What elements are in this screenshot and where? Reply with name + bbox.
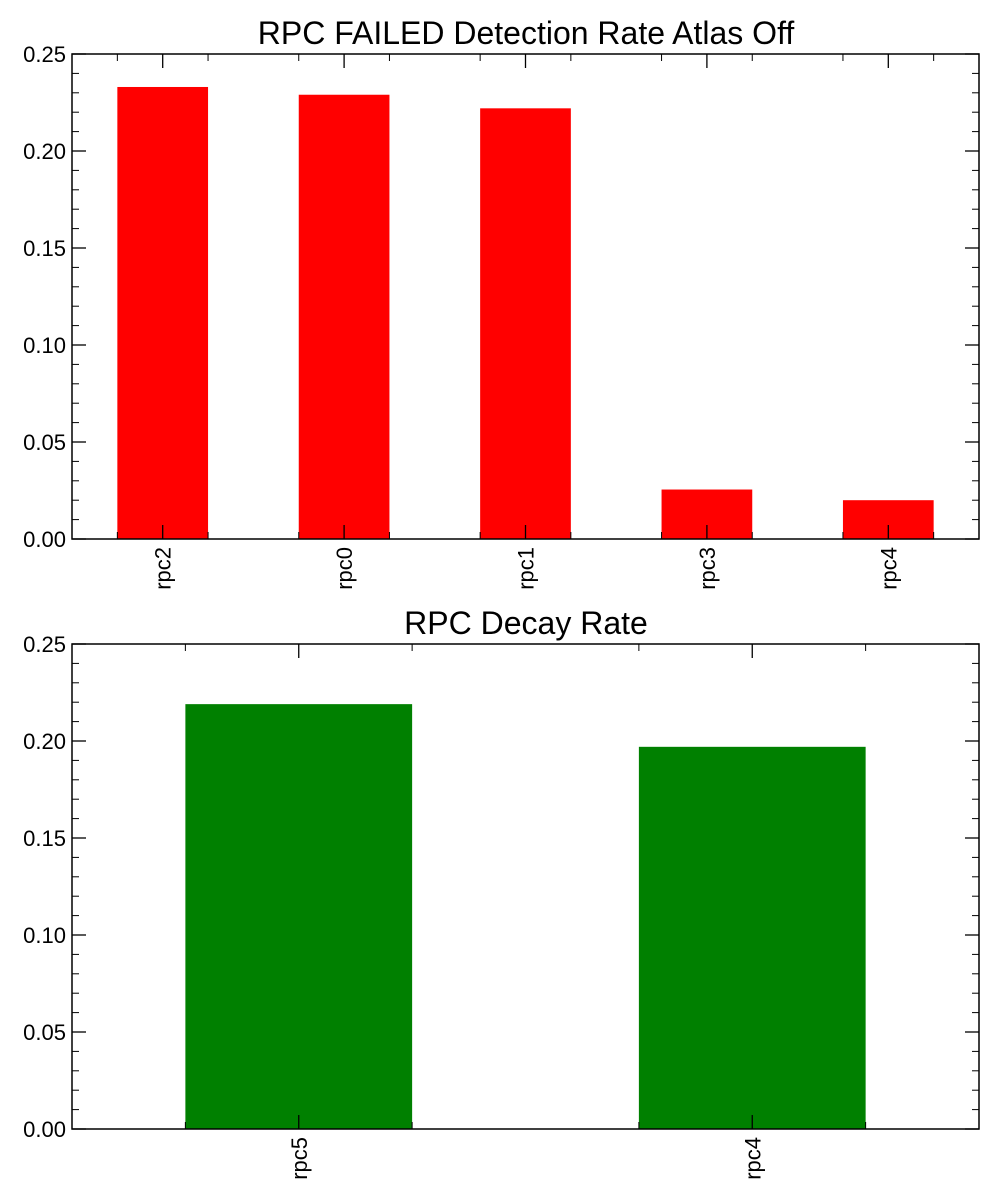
x-tick-label-rpc4: rpc4 xyxy=(876,547,901,590)
x-tick-label-rpc2: rpc2 xyxy=(151,547,176,590)
x-axis: rpc2 rpc0 rpc1 rpc3 rpc4 xyxy=(116,54,935,590)
x-tick-label-rpc5: rpc5 xyxy=(287,1137,312,1180)
y-tick-label: 0.00 xyxy=(23,527,66,552)
bar-rpc4 xyxy=(638,746,866,1129)
x-tick-label-rpc4: rpc4 xyxy=(740,1137,765,1180)
y-tick-label: 0.15 xyxy=(23,826,66,851)
bars-group xyxy=(185,704,866,1129)
plot-frame xyxy=(71,643,980,1130)
bars-group xyxy=(117,86,934,540)
y-tick-label: 0.10 xyxy=(23,923,66,948)
y-tick-label: 0.20 xyxy=(23,139,66,164)
bar-rpc0 xyxy=(298,94,390,540)
y-axis: 0.00 0.05 0.10 0.15 0.20 0.25 xyxy=(23,632,979,1142)
x-tick-label-rpc1: rpc1 xyxy=(514,547,539,590)
chart-title: RPC FAILED Detection Rate Atlas Off xyxy=(258,15,795,51)
y-tick-label: 0.00 xyxy=(23,1117,66,1142)
y-tick-label: 0.15 xyxy=(23,236,66,261)
x-axis: rpc5 rpc4 xyxy=(184,644,867,1180)
bar-rpc2 xyxy=(117,86,209,539)
y-tick-label: 0.25 xyxy=(23,42,66,67)
x-tick-label-rpc3: rpc3 xyxy=(695,547,720,590)
y-tick-label: 0.05 xyxy=(23,1020,66,1045)
failed-detection-rate-chart: RPC FAILED Detection Rate Atlas Off 0.00… xyxy=(23,15,980,590)
y-tick-label: 0.20 xyxy=(23,729,66,754)
bar-rpc1 xyxy=(480,108,571,539)
decay-rate-chart: RPC Decay Rate 0.000.050.100.150.200.25 … xyxy=(23,605,980,1180)
y-tick-label: 0.05 xyxy=(23,430,66,455)
y-tick-label: 0.10 xyxy=(23,333,66,358)
y-axis: 0.00 0.05 0.10 0.15 0.20 0.25 xyxy=(23,42,979,552)
chart-title: RPC Decay Rate xyxy=(404,605,648,641)
x-tick-label-rpc0: rpc0 xyxy=(332,547,357,590)
y-tick-label: 0.25 xyxy=(23,632,66,657)
bar-rpc5 xyxy=(185,704,413,1129)
